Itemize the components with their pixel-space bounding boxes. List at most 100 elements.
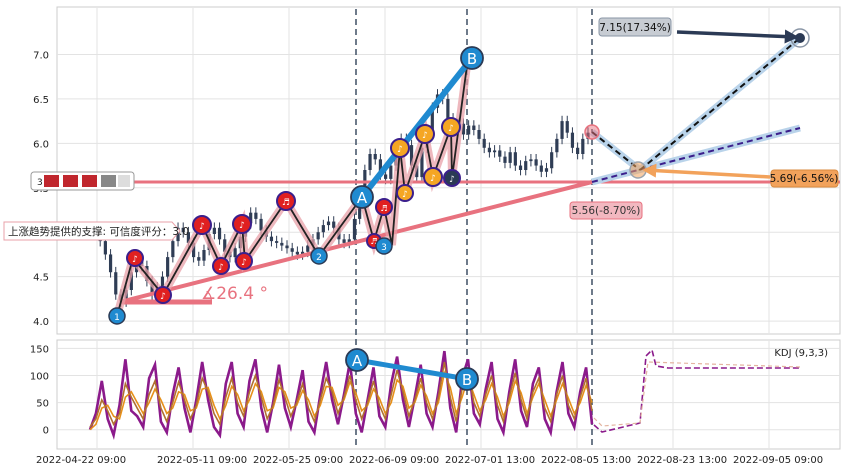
candle-body — [524, 161, 528, 170]
target-mid-label: 5.69(-6.56%) — [770, 169, 839, 188]
marker-orange: ♪ — [396, 184, 414, 202]
rising-trend-line — [119, 180, 593, 304]
candle-body — [202, 250, 206, 261]
target-up-label: 7.15(17.34%) — [598, 17, 672, 37]
svg-text:1: 1 — [114, 313, 120, 323]
candle-body — [295, 251, 299, 255]
candle-body — [378, 159, 383, 175]
x-tick-label: 2022-08-05 13:00 — [541, 455, 631, 466]
svg-text:♪: ♪ — [199, 222, 205, 232]
wave-point-a: A — [350, 185, 374, 209]
y-tick-label: 100 — [30, 372, 49, 383]
x-tick-label: 2022-08-23 13:00 — [637, 455, 727, 466]
wave-point-1: 1 — [108, 307, 126, 325]
candle-body — [565, 121, 569, 133]
wave-point-b: B — [460, 46, 484, 70]
svg-text:♪: ♪ — [218, 263, 224, 273]
kdj-ab-line — [356, 357, 468, 382]
kdj-series-d — [89, 370, 593, 431]
marker-red: ♪ — [126, 249, 144, 267]
candle-body — [472, 125, 476, 130]
kdj-lines — [88, 350, 594, 441]
wave-ab-line — [359, 56, 475, 199]
svg-text:♬: ♬ — [282, 198, 290, 208]
marker-dark: ♪ — [443, 169, 461, 187]
legend-box-1 — [44, 175, 59, 187]
candle-body — [409, 145, 414, 166]
projection-mid-marker — [629, 161, 647, 179]
candle-body — [269, 236, 274, 242]
legend-strip-label: 3 — [37, 178, 43, 188]
kdj-point-b: B — [455, 367, 479, 391]
y-tick-label: 4.5 — [33, 273, 49, 284]
candle-body — [508, 152, 512, 163]
kdj-projection — [593, 348, 800, 433]
candle-body — [197, 257, 201, 261]
candle-body — [114, 272, 118, 295]
candle-body — [181, 227, 185, 233]
candle-body — [487, 147, 491, 153]
candle-body — [254, 212, 258, 219]
kdj-point-a: A — [345, 348, 369, 372]
candle-body — [560, 121, 564, 139]
svg-text:♪: ♪ — [449, 175, 455, 185]
y-tick-label: 150 — [30, 344, 49, 355]
marker-orange: ♪ — [390, 138, 410, 158]
svg-text:♪: ♪ — [239, 221, 245, 231]
candle-body — [275, 241, 279, 243]
marker-red: ♪ — [235, 252, 253, 270]
x-tick-label: 2022-06-09 09:00 — [349, 455, 439, 466]
candle-body — [368, 154, 372, 170]
y-tick-label: 0 — [43, 426, 49, 437]
candle-body — [306, 245, 310, 252]
candle-body — [103, 241, 107, 255]
y-tick-label: 7.0 — [33, 50, 49, 61]
projection-target-marker — [795, 33, 805, 43]
candle-body — [570, 132, 575, 148]
y-tick-label: 4.0 — [33, 317, 49, 328]
target-up-text: 7.15(17.34%) — [599, 22, 671, 34]
candle-body — [482, 138, 486, 148]
svg-text:♪: ♪ — [448, 124, 454, 134]
candle-body — [290, 248, 294, 252]
candle-body — [186, 232, 191, 243]
svg-text:B: B — [467, 50, 477, 68]
x-tick-label: 2022-04-22 09:00 — [36, 455, 126, 466]
candle-body — [259, 218, 263, 231]
x-tick-label: 2022-05-11 09:00 — [157, 455, 247, 466]
legend-box-3 — [82, 175, 97, 187]
candle-body — [192, 242, 196, 258]
candle-body — [389, 165, 393, 179]
target-down-text: 5.56(-8.70%) — [572, 205, 641, 217]
marker-red: ♬ — [375, 198, 393, 216]
candle-body — [477, 130, 481, 139]
candle-body — [212, 227, 216, 234]
candle-body — [534, 159, 538, 166]
projection-start-marker — [584, 124, 600, 140]
candle-body — [160, 276, 165, 288]
music-markers: ♪ ♪ ♪ ♪ ♪ ♪ ♬ ♬ ♬ ♪ ♪ ♪ ♪ ♪ ♪ — [126, 117, 461, 304]
svg-text:A: A — [352, 352, 363, 370]
legend-box-2 — [63, 175, 78, 187]
svg-text:♬: ♬ — [370, 237, 377, 246]
target-mid-arrow — [642, 163, 771, 179]
candle-body — [332, 221, 336, 228]
candle-body — [529, 159, 533, 162]
candle-body — [347, 239, 351, 243]
svg-text:♪: ♪ — [402, 190, 408, 200]
y-tick-label: 6.0 — [33, 139, 49, 150]
candle-body — [129, 272, 133, 290]
candle-body — [280, 242, 284, 246]
x-tick-label: 2022-05-25 09:00 — [253, 455, 343, 466]
support-callout-text: 上涨趋势提供的支撑: 可信度评分：3.0 — [8, 225, 189, 238]
candle-body — [503, 156, 507, 163]
candle-body — [550, 152, 554, 169]
y-tick-label: 6.5 — [33, 95, 49, 106]
svg-text:♬: ♬ — [380, 204, 387, 213]
svg-text:♪: ♪ — [430, 174, 436, 184]
wave-point-2: 2 — [310, 247, 328, 265]
projection-purple-dashed — [591, 127, 801, 183]
legend-box-4 — [101, 175, 116, 187]
